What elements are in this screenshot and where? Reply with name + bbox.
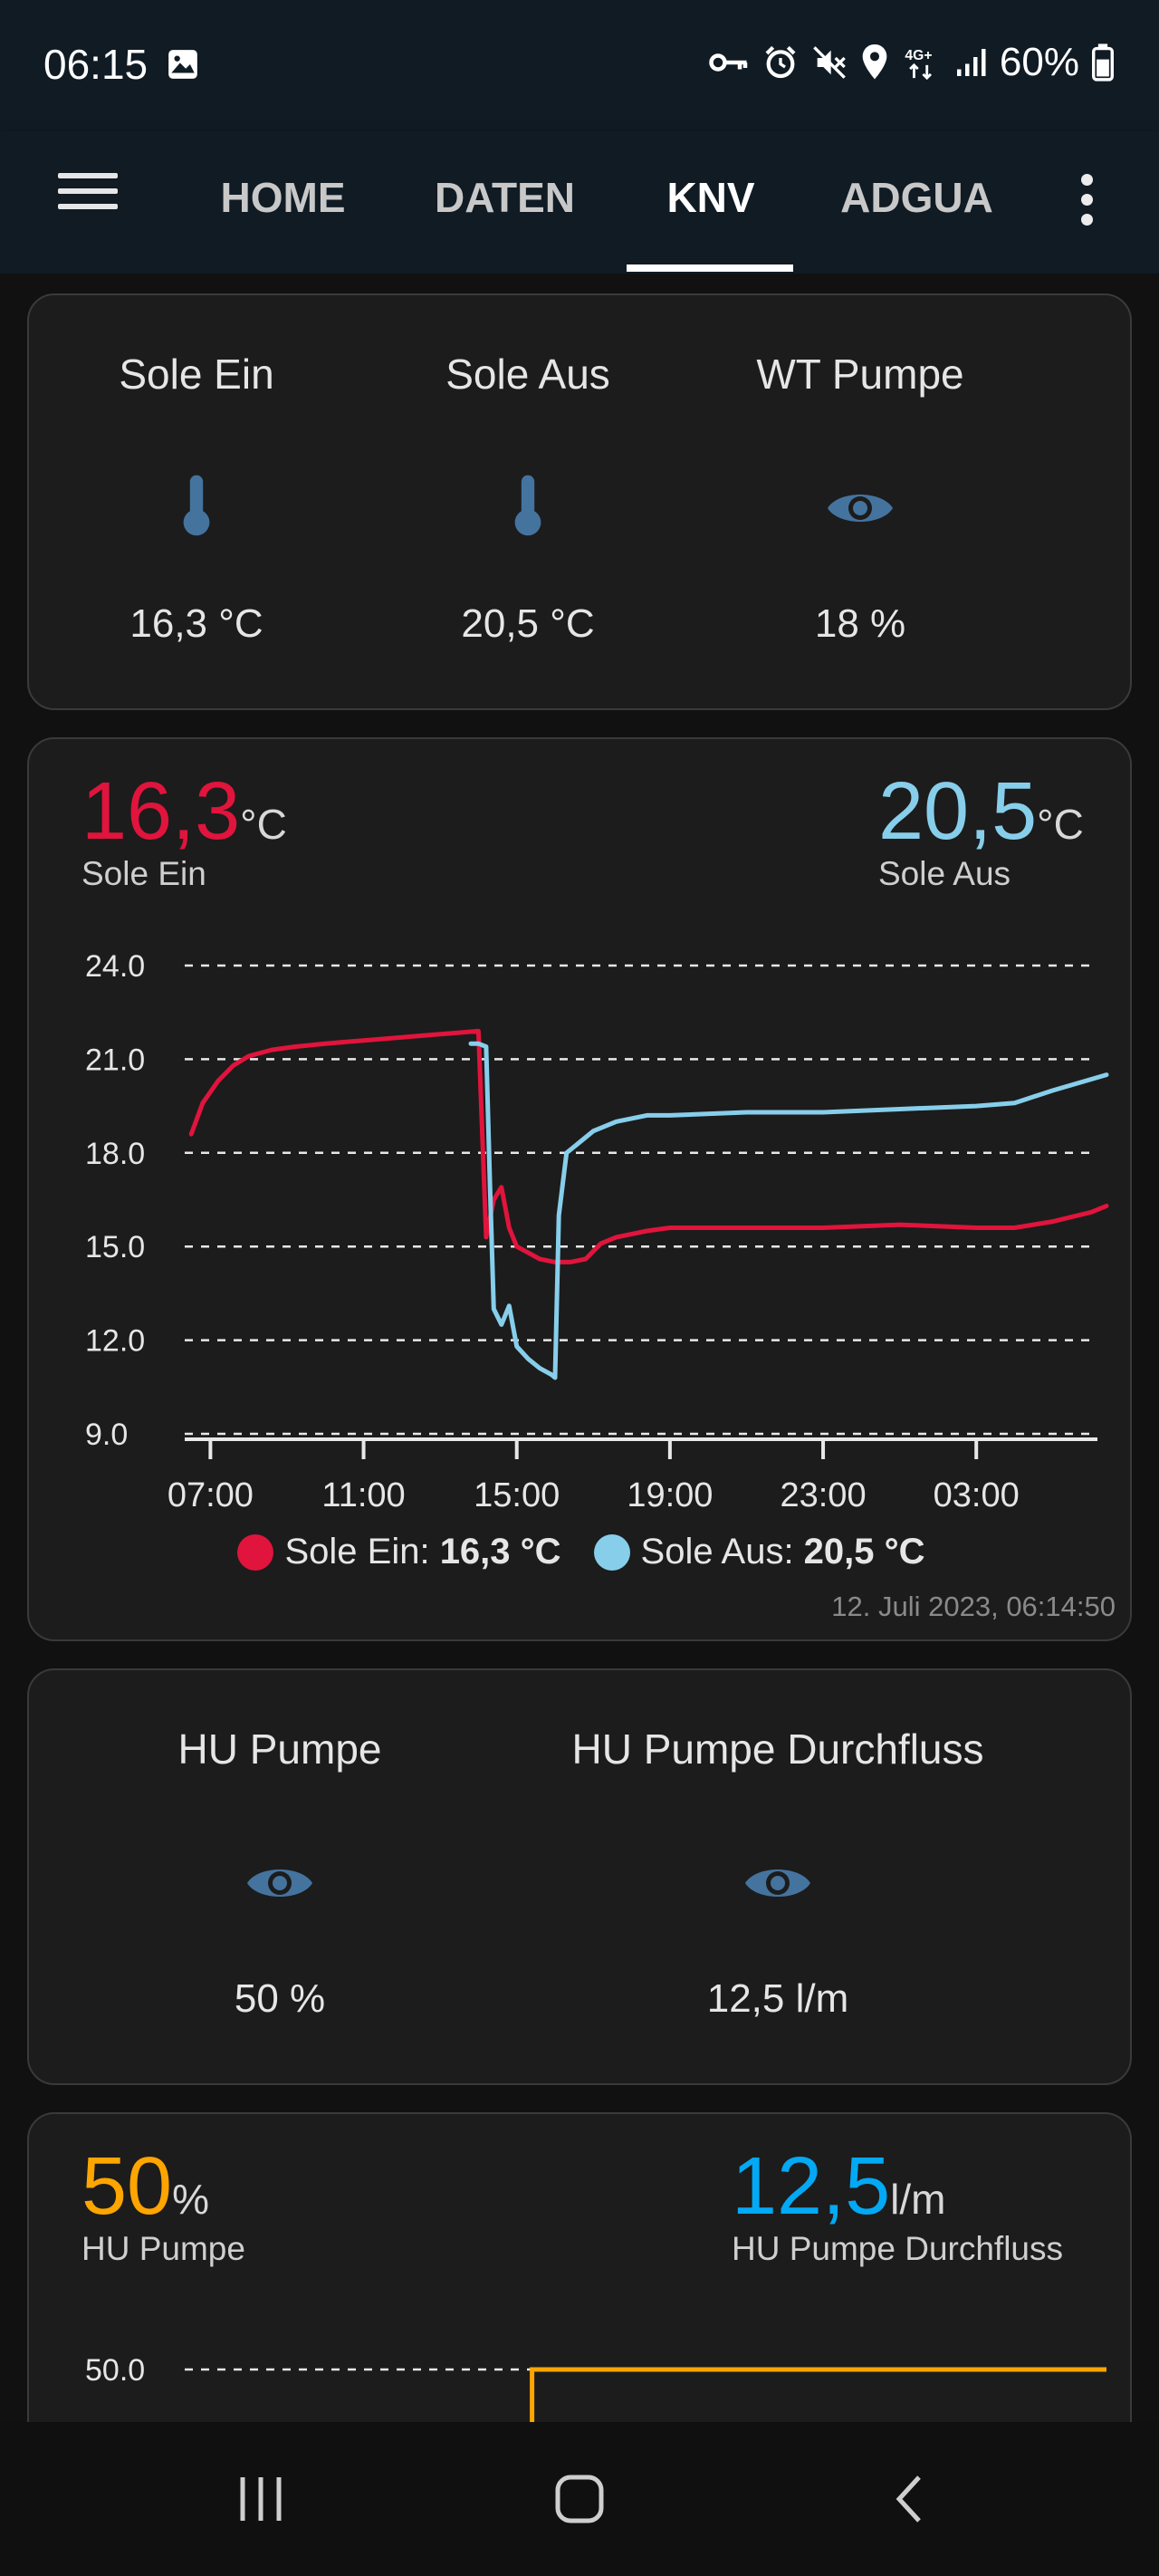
entity-wt-pumpe[interactable]: WT Pumpe 18 % [694,295,1027,708]
more-options-icon[interactable] [1068,159,1105,240]
y-tick-label: 9.0 [85,1418,128,1452]
legend-value: 20,5 °C [803,1532,925,1572]
thermometer-icon [508,472,548,542]
eye-icon [244,1860,316,1910]
back-button[interactable] [865,2458,955,2540]
dashboard-content: Sole Ein 16,3 °C Sole Aus 20,5 °C WT Pum… [0,274,1159,2422]
chart-legend: Sole Ein: 16,3 °C Sole Aus: 20,5 °C [29,1532,1134,1572]
tab-indicator [627,264,793,272]
app-bar: HOME DATEN KNV ADGUA [0,131,1159,274]
entities-card-hu: HU Pumpe 50 % HU Pumpe Durchfluss 12,5 l… [27,1668,1132,2085]
vpn-key-icon [709,53,748,72]
status-icons: 4G+ 60% [708,40,1114,85]
legend-label: Sole Aus: [640,1532,804,1572]
entity-sole-aus[interactable]: Sole Aus 20,5 °C [362,295,694,708]
y-tick-label: 15.0 [85,1230,145,1264]
location-icon [862,44,887,80]
home-button[interactable] [534,2458,625,2540]
mini-graph-card-hu[interactable]: 50% HU Pumpe 12,5l/m HU Pumpe Durchfluss… [27,2112,1132,2422]
x-tick-label: 19:00 [627,1476,713,1514]
x-tick-label: 07:00 [168,1476,254,1514]
sole-ein-unit: °C [240,801,287,848]
battery-percent: 60% [999,40,1079,84]
y-tick-label: 24.0 [85,949,145,984]
eye-icon [824,485,896,535]
entity-name: Sole Ein [119,351,274,398]
entity-value: 12,5 l/m [706,1976,849,2021]
hu-pumpe-unit: % [172,2176,210,2223]
y-tick-label: 50.0 [85,2353,145,2388]
x-tick-label: 03:00 [934,1476,1020,1514]
legend-dot-sole-aus [593,1533,630,1571]
signal-icon [956,49,986,76]
entity-hu-pumpe[interactable]: HU Pumpe 50 % [31,1670,529,2083]
mini-graph-card-sole[interactable]: 16,3°C Sole Ein 20,5°C Sole Aus 24.0 21.0… [27,737,1132,1641]
hu-pumpe-value: 50 [81,2141,173,2232]
hu-pumpe-big-value: 50% [81,2141,209,2244]
sole-ein-label: Sole Ein [81,855,206,892]
hu-durchfluss-unit: l/m [890,2176,946,2223]
x-tick-label: 23:00 [780,1476,866,1514]
hu-durchfluss-label: HU Pumpe Durchfluss [732,2230,1064,2267]
sole-ein-big-value: 16,3°C [81,766,287,870]
entities-card-sole: Sole Ein 16,3 °C Sole Aus 20,5 °C WT Pum… [27,293,1132,710]
entity-value: 50 % [234,1976,326,2021]
entity-value: 18 % [814,601,906,646]
status-time: 06:15 [43,41,148,88]
x-tick-label: 11:00 [321,1476,405,1514]
sole-aus-label: Sole Aus [878,855,1011,892]
series-line-sole-aus [468,1041,1109,1380]
tab-home[interactable]: HOME [220,174,346,221]
sole-aus-value: 20,5 [878,766,1038,857]
hu-durchfluss-value: 12,5 [732,2141,891,2232]
legend-dot-sole-ein [237,1533,274,1571]
y-tick-label: 12.0 [85,1324,145,1359]
sole-ein-value: 16,3 [81,766,241,857]
legend-sole-ein[interactable]: Sole Ein: 16,3 °C [237,1532,561,1572]
y-tick-label: 18.0 [85,1137,145,1171]
entity-sole-ein[interactable]: Sole Ein 16,3 °C [31,295,362,708]
entity-value: 16,3 °C [129,601,263,646]
entity-name: HU Pumpe Durchfluss [571,1725,984,1773]
status-bar: 06:15 4G+ 60% [0,0,1159,131]
svg-text:4G+: 4G+ [905,48,932,63]
thermometer-icon [177,472,216,542]
legend-value: 16,3 °C [439,1532,561,1572]
x-tick-label: 15:00 [474,1476,560,1514]
entity-name: HU Pumpe [177,1725,382,1773]
hu-pumpe-label: HU Pumpe [81,2230,245,2267]
tab-adgua[interactable]: ADGUA [840,174,993,221]
system-nav-bar [0,2422,1159,2576]
y-tick-label: 21.0 [85,1043,145,1077]
legend-label: Sole Ein: [284,1532,440,1572]
hu-durchfluss-big-value: 12,5l/m [732,2141,946,2244]
hu-pumpe-chart[interactable]: 50.0 [29,2114,1134,2422]
series-line-hu-pumpe [530,2367,1106,2422]
series-line-sole-ein [188,1028,1109,1264]
menu-icon[interactable] [58,159,123,224]
entity-value: 20,5 °C [461,601,595,646]
alarm-icon [765,45,796,79]
4g-icon: 4G+ [905,48,932,81]
battery-icon [1092,43,1114,82]
entity-name: WT Pumpe [756,351,964,398]
mute-icon [813,46,846,79]
legend-sole-aus[interactable]: Sole Aus: 20,5 °C [593,1532,925,1572]
sole-temperature-chart[interactable]: 24.0 21.0 18.0 15.0 12.0 9.0 07:00 11:00 15:00 19… [29,739,1134,1536]
sole-aus-unit: °C [1037,801,1084,848]
gallery-icon [166,47,200,86]
sole-aus-big-value: 20,5°C [878,766,1084,870]
last-updated-timestamp: 12. Juli 2023, 06:14:50 [831,1591,1116,1622]
entity-name: Sole Aus [445,351,610,398]
entity-hu-pumpe-durchfluss[interactable]: HU Pumpe Durchfluss 12,5 l/m [529,1670,1027,2083]
recent-apps-button[interactable] [216,2458,306,2540]
tab-daten[interactable]: DATEN [434,174,576,221]
tab-knv[interactable]: KNV [666,174,755,221]
eye-icon [742,1860,814,1910]
